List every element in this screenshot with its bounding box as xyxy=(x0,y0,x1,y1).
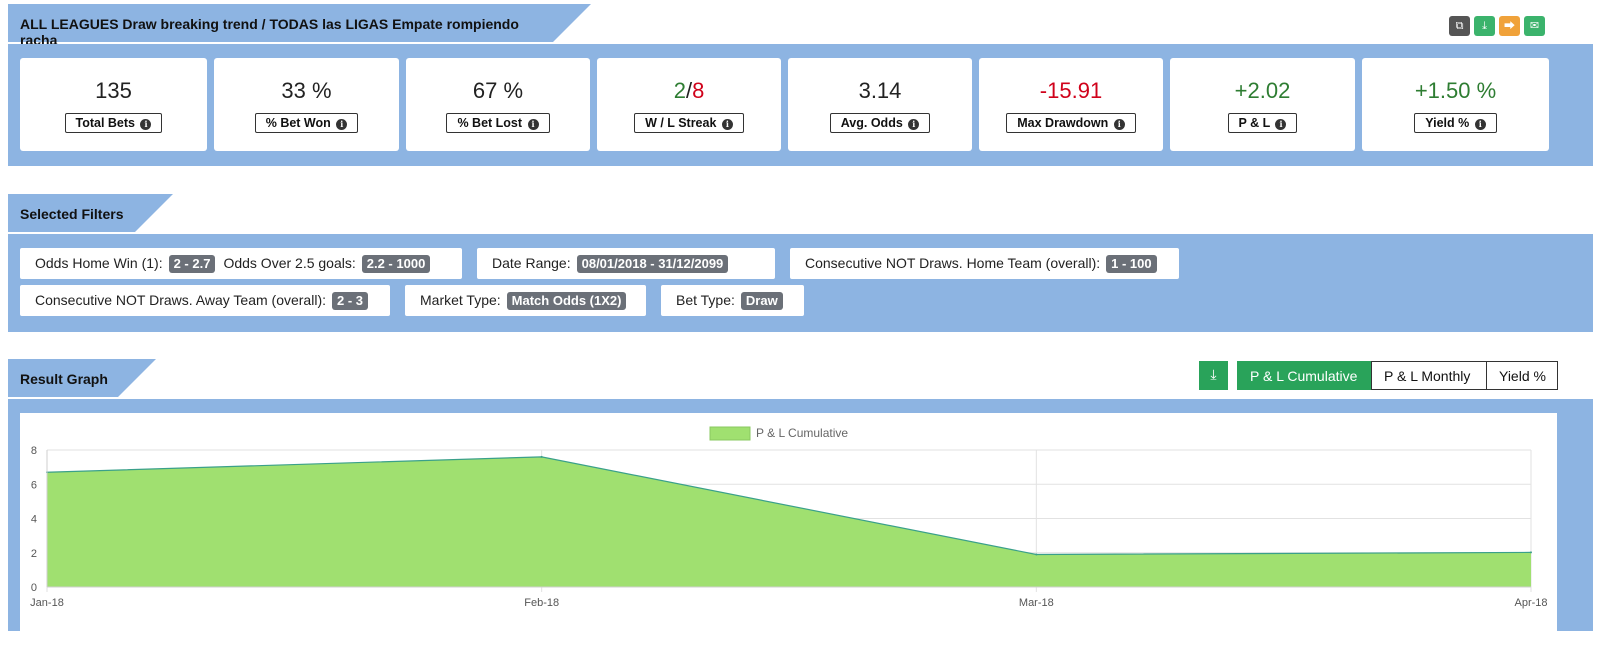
page-title-tab: ALL LEAGUES Draw breaking trend / TODAS … xyxy=(8,4,591,48)
copy-icon: ⧉ xyxy=(1455,20,1464,32)
info-icon: i xyxy=(527,119,539,130)
stat-value: -15.91 xyxy=(1039,78,1103,103)
stat-label[interactable]: Max Drawdown i xyxy=(1006,113,1136,133)
stat-total-bets: 135 Total Bets i xyxy=(20,58,207,151)
filters-title: Selected Filters xyxy=(20,206,124,222)
filters-panel: Odds Home Win (1): 2 - 2.7 Odds Over 2.5 g… xyxy=(8,234,1593,332)
stat-pl: +2.02 P & L i xyxy=(1170,58,1355,151)
graph-section: Result Graph P & L Cumulative 0 2 4 6 8 Jan-18… xyxy=(8,359,1593,631)
x-tick-label: Apr-18 xyxy=(1514,597,1547,609)
filter-badge: Draw xyxy=(740,292,783,310)
legend-label: P & L Cumulative xyxy=(756,426,848,440)
stat-max-drawdown: -15.91 Max Drawdown i xyxy=(979,58,1163,151)
series-line xyxy=(46,456,1532,556)
email-icon: ✉ xyxy=(1529,20,1540,32)
stat-wl-streak: 2/8 W / L Streak i xyxy=(597,58,781,151)
stat-label[interactable]: % Bet Won i xyxy=(254,113,359,133)
y-tick-label: 6 xyxy=(31,479,37,491)
email-button[interactable]: ✉ xyxy=(1524,16,1545,36)
filter-home-team: Consecutive NOT Draws. Home Team (overal… xyxy=(790,248,1179,279)
share-icon: ⮕ xyxy=(1504,20,1515,32)
graph-tab: Result Graph xyxy=(8,359,156,397)
x-tick-label: Feb-18 xyxy=(524,597,559,609)
filter-badge: 2 - 2.7 xyxy=(168,255,216,273)
filter-badge: 2 - 3 xyxy=(332,292,369,310)
data-point xyxy=(1035,553,1038,556)
copy-button[interactable]: ⧉ xyxy=(1449,16,1470,36)
x-tick-label: Mar-18 xyxy=(1019,597,1054,609)
stat-label[interactable]: Total Bets i xyxy=(64,113,163,133)
tab-pl-cumulative[interactable]: P & L Cumulative xyxy=(1237,361,1372,390)
info-icon: i xyxy=(721,119,733,130)
info-icon: i xyxy=(140,119,152,130)
stat-label[interactable]: P & L i xyxy=(1227,113,1298,133)
stat-value: 33 % xyxy=(281,78,332,103)
y-tick-label: 4 xyxy=(31,514,37,526)
filter-bet-type: Bet Type: Draw xyxy=(661,285,804,316)
info-icon: i xyxy=(336,119,348,130)
filter-market-type: Market Type: Match Odds (1X2) xyxy=(405,285,646,316)
legend-swatch xyxy=(709,426,751,441)
info-icon: i xyxy=(1275,119,1287,130)
stat-label[interactable]: % Bet Lost i xyxy=(446,113,550,133)
stat-value: 2/8 xyxy=(673,78,705,103)
filter-badge: 1 - 100 xyxy=(1106,255,1157,273)
info-icon: i xyxy=(1113,119,1125,130)
stats-section: ALL LEAGUES Draw breaking trend / TODAS … xyxy=(8,4,1593,166)
series-area xyxy=(47,456,1531,587)
stat-value: +2.02 xyxy=(1234,78,1291,103)
x-tick-label: Jan-18 xyxy=(30,597,64,609)
y-tick-label: 0 xyxy=(31,582,37,594)
download-icon: ⤓ xyxy=(1210,366,1217,382)
chart-container: P & L Cumulative 0 2 4 6 8 Jan-18 Feb-18 Mar-18 A… xyxy=(20,413,1557,631)
stat-bet-won: 33 % % Bet Won i xyxy=(214,58,399,151)
filter-badge: 2.2 - 1000 xyxy=(361,255,431,273)
stat-value: 3.14 xyxy=(858,78,902,103)
y-tick-label: 2 xyxy=(31,548,37,560)
stat-value: 135 xyxy=(95,78,132,103)
y-tick-label: 8 xyxy=(31,445,37,457)
graph-download-button[interactable]: ⤓ xyxy=(1199,361,1228,390)
filter-badge: 08/01/2018 - 31/12/2099 xyxy=(576,255,729,273)
filters-tab: Selected Filters xyxy=(8,194,173,232)
stat-label[interactable]: Yield % i xyxy=(1414,113,1497,133)
stats-panel: 135 Total Bets i 33 % % Bet Won i 67 % %… xyxy=(8,44,1593,166)
data-point xyxy=(540,455,543,458)
graph-title: Result Graph xyxy=(20,371,108,387)
download-button[interactable]: ⤓ xyxy=(1474,16,1495,36)
filters-section: Selected Filters Odds Home Win (1): 2 - 2… xyxy=(8,194,1593,332)
filter-badge: Match Odds (1X2) xyxy=(506,292,627,310)
pl-chart: P & L Cumulative 0 2 4 6 8 Jan-18 Feb-18 Mar-18 A… xyxy=(30,426,1547,609)
tab-yield[interactable]: Yield % xyxy=(1486,361,1558,390)
filter-away-team: Consecutive NOT Draws. Away Team (overal… xyxy=(20,285,390,316)
stat-avg-odds: 3.14 Avg. Odds i xyxy=(788,58,972,151)
data-point xyxy=(1530,551,1532,554)
stat-bet-lost: 67 % % Bet Lost i xyxy=(406,58,590,151)
stat-value: +1.50 % xyxy=(1414,78,1497,103)
share-button[interactable]: ⮕ xyxy=(1499,16,1520,36)
info-icon: i xyxy=(1474,119,1486,130)
stat-label[interactable]: W / L Streak i xyxy=(634,113,744,133)
info-icon: i xyxy=(908,119,920,130)
stat-label[interactable]: Avg. Odds i xyxy=(829,113,931,133)
filter-odds: Odds Home Win (1): 2 - 2.7 Odds Over 2.5 g… xyxy=(20,248,462,279)
filter-date-range: Date Range: 08/01/2018 - 31/12/2099 xyxy=(477,248,775,279)
stat-yield: +1.50 % Yield % i xyxy=(1362,58,1549,151)
graph-panel: P & L Cumulative 0 2 4 6 8 Jan-18 Feb-18 Mar-18 A… xyxy=(8,399,1593,631)
stat-value: 67 % xyxy=(472,78,524,103)
download-icon: ⤓ xyxy=(1482,20,1487,32)
